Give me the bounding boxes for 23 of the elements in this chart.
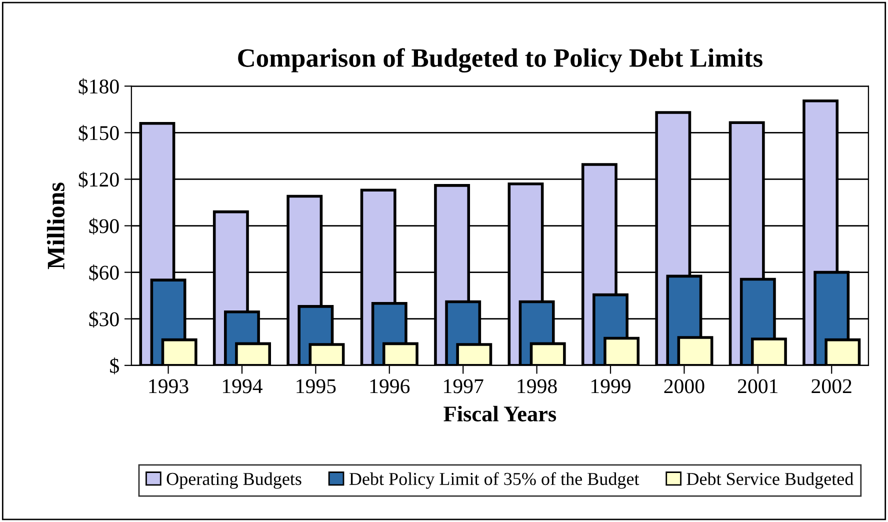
- x-tick-label: 1998: [518, 379, 557, 394]
- x-tick-label: 1996: [370, 379, 410, 394]
- legend-label: Operating Budgets: [166, 472, 302, 489]
- legend-label: Debt Policy Limit of 35% of the Budget: [349, 472, 640, 489]
- x-tick-label: 1995: [296, 379, 336, 394]
- y-tick-label: $120: [78, 171, 119, 188]
- legend-label: Debt Service Budgeted: [686, 472, 854, 489]
- chart-title: Comparison of Budgeted to Policy Debt Limits: [238, 48, 762, 73]
- x-axis-title: Fiscal Years: [444, 406, 556, 422]
- x-tick-label: 2001: [738, 379, 778, 394]
- y-tick-label: $90: [89, 218, 119, 235]
- x-tick-label: 1997: [444, 379, 484, 394]
- x-tick-label: 1993: [149, 379, 188, 394]
- x-tick-label: 1994: [222, 379, 262, 394]
- y-tick-label: $180: [78, 78, 119, 95]
- y-tick-label: $30: [89, 311, 119, 328]
- x-tick-label: 1999: [592, 379, 630, 394]
- x-tick-label: 2002: [812, 379, 852, 394]
- x-tick-label: 2000: [664, 379, 704, 394]
- y-tick-label: $: [110, 358, 119, 374]
- y-tick-label: $60: [89, 264, 119, 282]
- y-axis-title: Millions: [46, 182, 65, 270]
- y-tick-label: $150: [78, 124, 119, 142]
